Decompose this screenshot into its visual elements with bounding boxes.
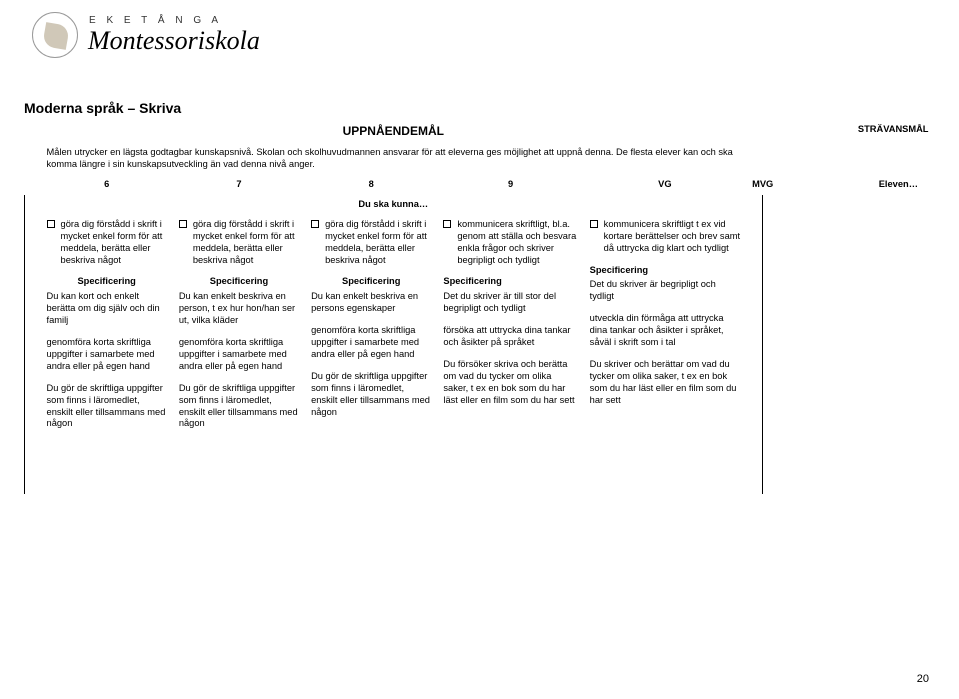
checkbox-icon bbox=[590, 220, 598, 228]
grade-row: 6 7 8 9 VG MVG Eleven… bbox=[25, 175, 935, 195]
col-eleven bbox=[762, 215, 934, 444]
col8-spec1: Du kan enkelt beskriva en persons egensk… bbox=[311, 291, 431, 315]
logo: E K E T Å N G A Montessoriskola bbox=[32, 12, 260, 58]
col7-spec3: Du gör de skriftliga uppgifter som finns… bbox=[179, 383, 299, 431]
col-7: göra dig förstådd i skrift i mycket enke… bbox=[173, 215, 305, 444]
grade-9: 9 bbox=[437, 175, 583, 195]
page-number: 20 bbox=[917, 673, 929, 685]
col-6: göra dig förstådd i skrift i mycket enke… bbox=[41, 215, 173, 444]
colvg-spec3: Du skriver och berättar om vad du tycker… bbox=[590, 359, 740, 407]
col6-spec3: Du gör de skriftliga uppgifter som finns… bbox=[47, 383, 167, 431]
checkbox-icon bbox=[311, 220, 319, 228]
colvg-spec1: Det du skriver är begripligt och tydligt bbox=[590, 279, 740, 303]
spec-label: Specificering bbox=[179, 276, 299, 288]
col-9: kommunicera skriftligt, bl.a. genom att … bbox=[437, 215, 583, 444]
col8-spec2: genomföra korta skriftliga uppgifter i s… bbox=[311, 325, 431, 361]
col6-goal: göra dig förstådd i skrift i mycket enke… bbox=[61, 219, 167, 267]
col7-goal: göra dig förstådd i skrift i mycket enke… bbox=[193, 219, 299, 267]
col9-spec1: Det du skriver är till stor del begripli… bbox=[443, 291, 577, 315]
col9-goal: kommunicera skriftligt, bl.a. genom att … bbox=[457, 219, 577, 267]
grade-vg: VG bbox=[584, 175, 746, 195]
col6-spec1: Du kan kort och enkelt berätta om dig sj… bbox=[47, 291, 167, 327]
col6-spec2: genomföra korta skriftliga uppgifter i s… bbox=[47, 337, 167, 373]
col-vg: kommunicera skriftligt t ex vid kortare … bbox=[584, 215, 746, 444]
col7-spec2: genomföra korta skriftliga uppgifter i s… bbox=[179, 337, 299, 373]
rubric-table: UPPNÅENDEMÅL STRÄVANSMÅL Målen utrycker … bbox=[24, 120, 935, 494]
col8-spec3: Du gör de skriftliga uppgifter som finns… bbox=[311, 371, 431, 419]
spec-label: Specificering bbox=[47, 276, 167, 288]
page-title: Moderna språk – Skriva bbox=[24, 100, 935, 116]
grade-7: 7 bbox=[173, 175, 305, 195]
col7-spec1: Du kan enkelt beskriva en person, t ex h… bbox=[179, 291, 299, 327]
du-ska-kunna: Du ska kunna… bbox=[41, 195, 747, 215]
grade-6: 6 bbox=[41, 175, 173, 195]
header-center: UPPNÅENDEMÅL bbox=[47, 124, 741, 139]
logo-icon bbox=[32, 12, 78, 58]
col8-goal: göra dig förstådd i skrift i mycket enke… bbox=[325, 219, 431, 267]
checkbox-icon bbox=[179, 220, 187, 228]
intro-text: Målen utrycker en lägsta godtagbar kunsk… bbox=[41, 143, 747, 175]
spec-label: Specificering bbox=[590, 265, 740, 277]
logo-top-text: E K E T Å N G A bbox=[89, 16, 260, 26]
colvg-spec2: utveckla din förmåga att uttrycka dina t… bbox=[590, 313, 740, 349]
col9-spec2: försöka att uttrycka dina tankar och åsi… bbox=[443, 325, 577, 349]
checkbox-icon bbox=[47, 220, 55, 228]
col9-spec3: Du försöker skriva och berätta om vad du… bbox=[443, 359, 577, 407]
header-right: STRÄVANSMÅL bbox=[762, 120, 934, 143]
grade-8: 8 bbox=[305, 175, 437, 195]
colvg-goal: kommunicera skriftligt t ex vid kortare … bbox=[604, 219, 740, 255]
col-8: göra dig förstådd i skrift i mycket enke… bbox=[305, 215, 437, 444]
logo-main-text: Montessoriskola bbox=[88, 28, 260, 54]
grade-eleven: Eleven… bbox=[762, 175, 934, 195]
checkbox-icon bbox=[443, 220, 451, 228]
grade-mvg: MVG bbox=[746, 175, 762, 195]
spec-label: Specificering bbox=[311, 276, 431, 288]
spec-label: Specificering bbox=[443, 276, 577, 288]
